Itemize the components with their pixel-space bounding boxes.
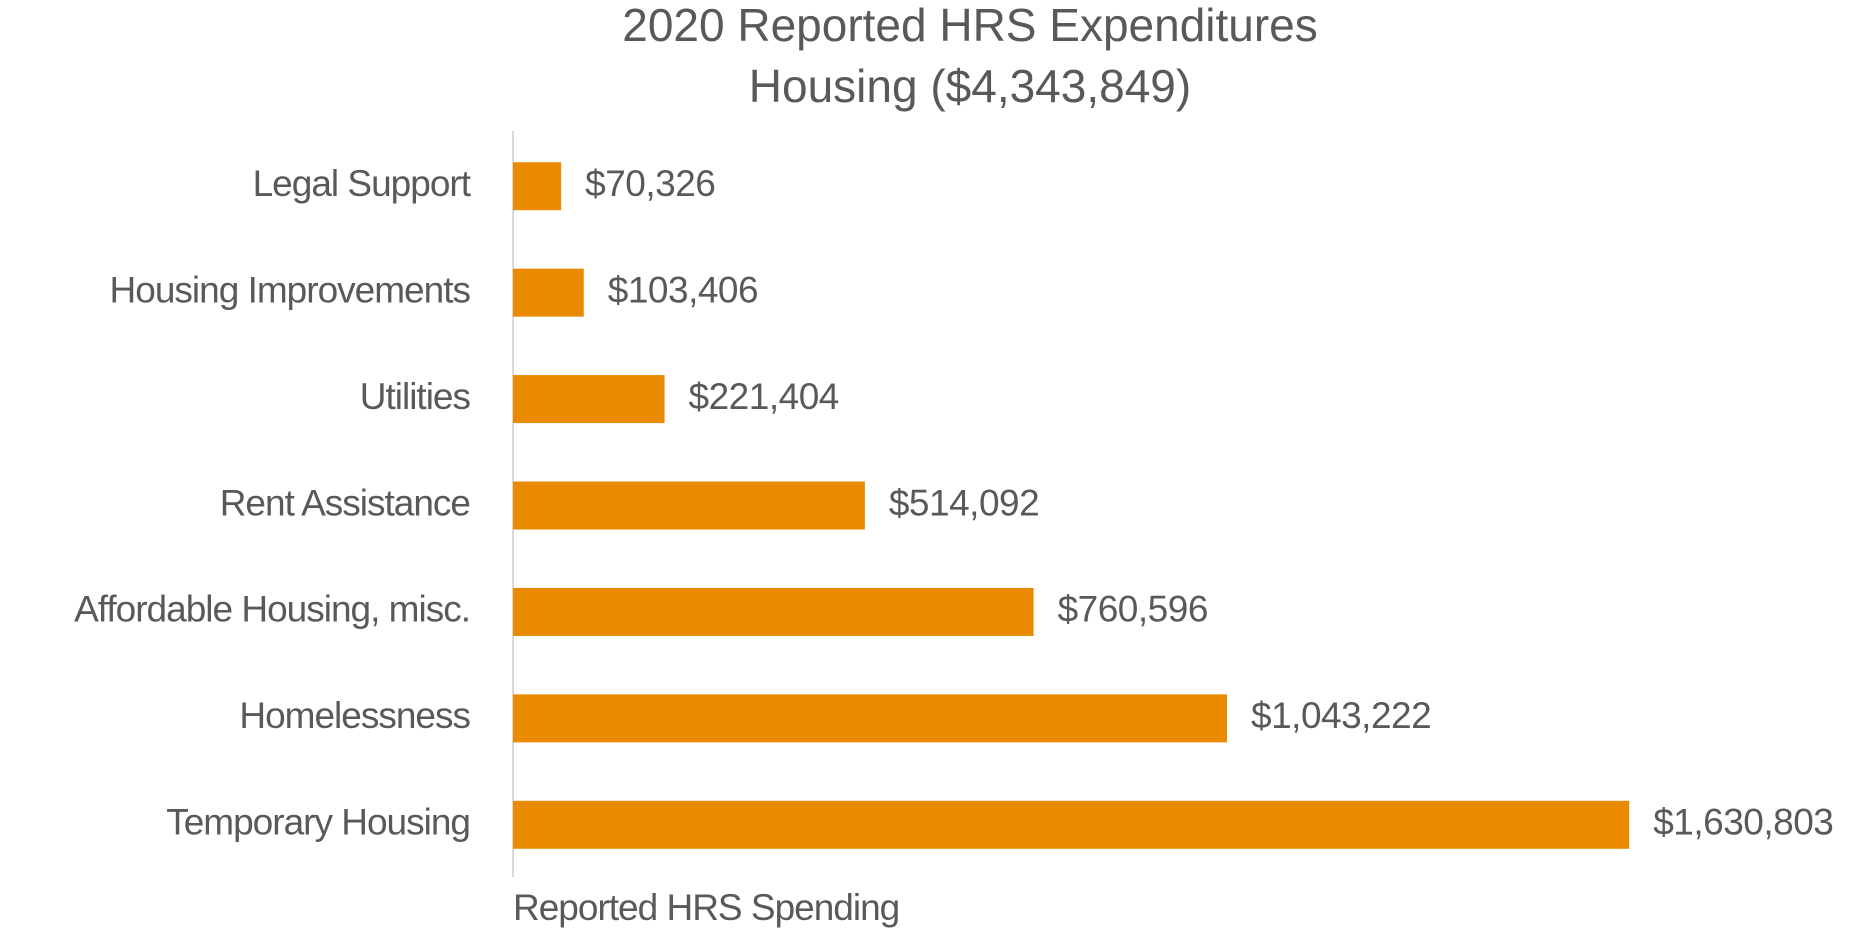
bar [513, 162, 562, 211]
category-label: Housing Improvements [110, 269, 471, 310]
bar [513, 694, 1228, 743]
bar [513, 587, 1034, 636]
chart-title: 2020 Reported HRS Expenditures [622, 0, 1318, 51]
x-axis-label: Reported HRS Spending [513, 887, 899, 928]
data-label: $103,406 [608, 269, 758, 310]
category-label: Legal Support [253, 163, 472, 204]
bar [513, 481, 865, 530]
data-label: $760,596 [1058, 589, 1208, 630]
data-label: $70,326 [585, 163, 715, 204]
bar [513, 800, 1630, 849]
bar [513, 375, 665, 424]
chart-subtitle: Housing ($4,343,849) [749, 60, 1191, 112]
category-label: Temporary Housing [166, 802, 470, 843]
category-label: Homelessness [239, 695, 470, 736]
data-label: $514,092 [889, 482, 1039, 523]
data-label: $1,043,222 [1251, 695, 1431, 736]
category-label: Utilities [360, 376, 471, 417]
category-label: Rent Assistance [220, 482, 470, 523]
data-label: $221,404 [689, 376, 839, 417]
category-label: Affordable Housing, misc. [74, 589, 470, 630]
bar [513, 268, 584, 317]
data-label: $1,630,803 [1653, 802, 1833, 843]
